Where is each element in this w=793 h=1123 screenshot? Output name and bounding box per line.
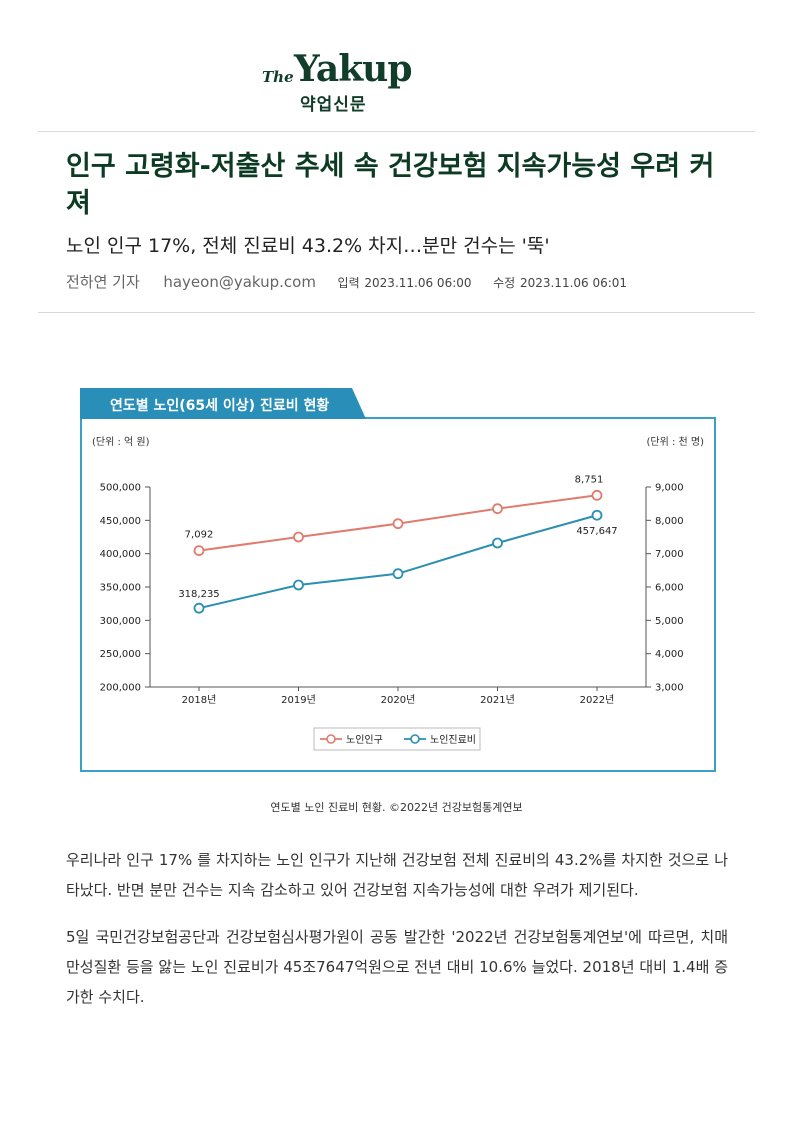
- right-tick-label: 4,000: [655, 649, 684, 660]
- data-label: 8,751: [575, 474, 604, 485]
- body-paragraph-2: 5일 국민건강보험공단과 건강보험심사평가원이 공동 발간한 '2022년 건강…: [66, 928, 728, 1006]
- data-point-1: [591, 489, 603, 501]
- right-tick-label: 7,000: [655, 549, 684, 560]
- chart-frame: [80, 417, 716, 772]
- figure-caption: 연도별 노인 진료비 현황. ©2022년 건강보험통계연보: [270, 801, 523, 814]
- reporter-email[interactable]: hayeon@yakup.com: [163, 273, 316, 291]
- x-tick-label: 2019년: [281, 694, 316, 706]
- right-tick-label: 9,000: [655, 483, 684, 494]
- right-tick-label: 6,000: [655, 583, 684, 594]
- data-label: 457,647: [576, 526, 617, 537]
- chart-svg: 연도별 노인(65세 이상) 진료비 현황 (단위 : 억 원) (단위 : 천 명…: [80, 388, 716, 772]
- data-point-2: [392, 568, 404, 580]
- article-headline: 인구 고령화-저출산 추세 속 건강보험 지속가능성 우려 커져: [66, 151, 715, 219]
- input-time: 2023.11.06 06:00: [364, 276, 472, 290]
- data-point-1: [492, 503, 503, 515]
- data-point-2: [293, 579, 304, 591]
- article-subhead: 노인 인구 17%, 전체 진료비 43.2% 차지…분만 건수는 '뚝': [66, 235, 550, 257]
- data-point-2: [591, 509, 603, 521]
- yakup-logo[interactable]: The Yakup 약업신문: [262, 48, 422, 115]
- left-tick-label: 250,000: [100, 649, 141, 660]
- chart-figure: 연도별 노인(65세 이상) 진료비 현황 (단위 : 억 원) (단위 : 천 명…: [80, 388, 716, 774]
- right-tick-label: 8,000: [655, 516, 684, 527]
- legend-box: [313, 727, 481, 751]
- legend-marker-1: [326, 734, 336, 744]
- header-divider: [38, 312, 755, 313]
- data-point-2: [193, 602, 205, 614]
- edit-label: 수정: [493, 276, 516, 290]
- x-tick-label: 2020년: [381, 694, 416, 706]
- reporter-name: 전하연 기자: [66, 273, 140, 291]
- legend-label-2: 노인진료비: [430, 734, 476, 746]
- chart-title-tab: [80, 388, 366, 419]
- byline: 전하연 기자 hayeon@yakup.com 입력 2023.11.06 06…: [66, 271, 627, 292]
- x-tick-label: 2022년: [580, 694, 615, 706]
- x-tick-label: 2021년: [480, 694, 515, 706]
- right-tick-label: 5,000: [655, 616, 684, 627]
- body-paragraph-1: 우리나라 인구 17% 를 차지하는 노인 인구가 지난해 건강보험 전체 진료…: [66, 851, 728, 899]
- chart-title: 연도별 노인(65세 이상) 진료비 현황: [110, 397, 329, 414]
- left-tick-label: 400,000: [100, 549, 141, 560]
- edit-time: 2023.11.06 06:01: [519, 276, 628, 290]
- right-axis-unit: (단위 : 천 명): [646, 435, 704, 448]
- right-tick-label: 3,000: [655, 683, 684, 694]
- data-label: 7,092: [185, 530, 214, 541]
- data-label: 318,235: [178, 589, 219, 600]
- top-divider: [38, 131, 755, 132]
- left-tick-label: 350,000: [100, 583, 141, 594]
- logo-korean-name: 약업신문: [300, 95, 367, 115]
- x-tick-label: 2018년: [182, 694, 217, 706]
- left-tick-label: 200,000: [100, 683, 141, 694]
- legend-label-1: 노인인구: [346, 734, 383, 746]
- logo-wordmark: Yakup: [294, 48, 413, 90]
- left-axis-unit: (단위 : 억 원): [92, 435, 150, 448]
- input-label: 입력: [337, 276, 360, 290]
- data-point-1: [193, 545, 205, 557]
- logo-the: The: [262, 68, 294, 86]
- left-tick-label: 500,000: [100, 483, 141, 494]
- data-point-1: [392, 518, 404, 530]
- data-point-2: [492, 537, 503, 549]
- left-tick-label: 300,000: [100, 616, 141, 627]
- legend-marker-2: [410, 734, 420, 744]
- data-point-1: [293, 531, 304, 543]
- left-tick-label: 450,000: [100, 516, 141, 527]
